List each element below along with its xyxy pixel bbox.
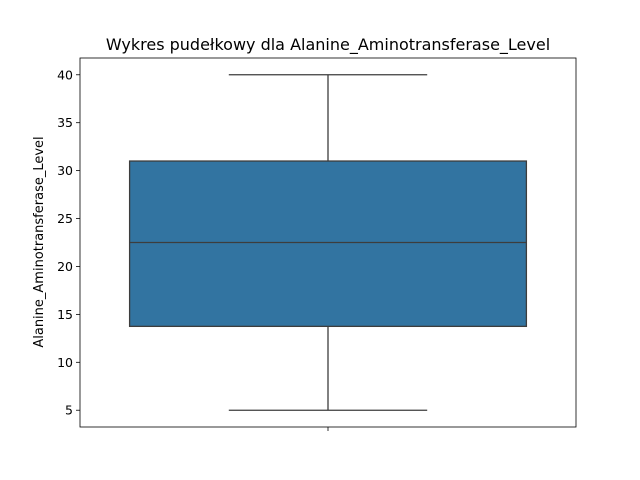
y-tick-label: 20 [57,259,73,274]
y-axis-label: Alanine_Aminotransferase_Level [32,136,47,347]
plot-area-frame [79,57,577,428]
y-tick-label: 10 [57,355,73,370]
y-tick-label: 30 [57,163,73,178]
y-tick-label: 5 [65,403,73,418]
y-tick-label: 35 [57,115,73,130]
chart-title: Wykres pudełkowy dla Alanine_Aminotransf… [106,35,550,55]
y-tick-label: 15 [57,307,73,322]
y-axis-ticks: 5 10 15 20 25 30 35 40 [57,67,80,418]
y-tick-label: 40 [57,67,73,82]
iqr-box [128,160,528,328]
box-group [128,74,528,411]
y-tick-label: 25 [57,211,73,226]
